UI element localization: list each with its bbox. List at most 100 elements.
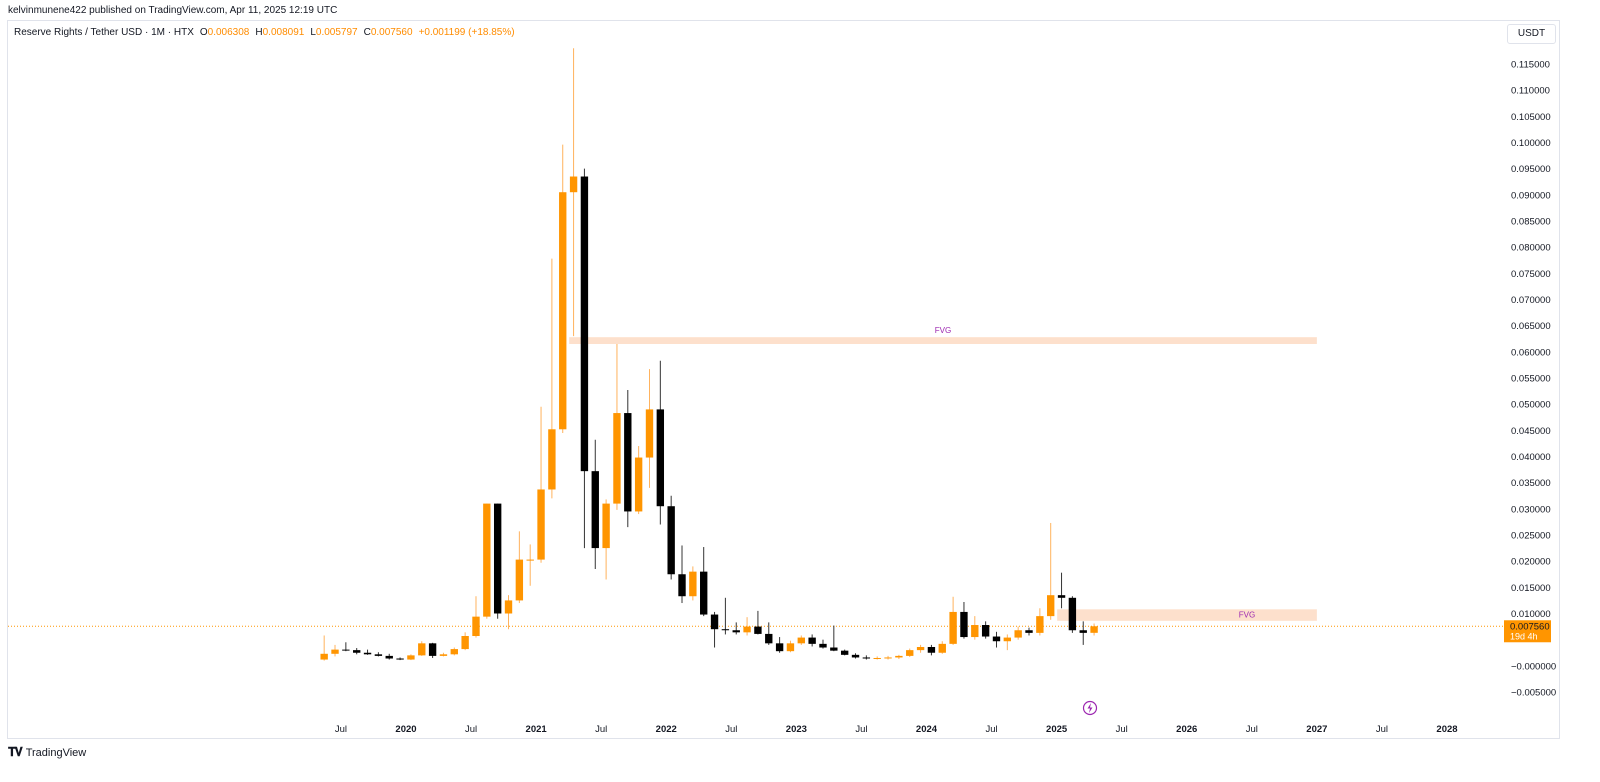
candle-body bbox=[862, 657, 871, 659]
candle-2022-01[interactable] bbox=[667, 495, 675, 580]
candle-body bbox=[916, 646, 925, 651]
candle-2020-02[interactable] bbox=[418, 641, 426, 656]
candle-2021-09[interactable] bbox=[624, 390, 632, 528]
change-value: +0.001199 (+18.85%) bbox=[418, 27, 515, 38]
candle-2025-03[interactable] bbox=[1079, 621, 1087, 645]
candle-2024-01[interactable] bbox=[927, 644, 936, 656]
candle-2023-04[interactable] bbox=[830, 625, 838, 652]
candle-2023-05[interactable] bbox=[840, 649, 849, 656]
candle-2019-09[interactable] bbox=[363, 649, 372, 655]
candle-2024-12[interactable] bbox=[1047, 522, 1055, 620]
candle-2023-07[interactable] bbox=[862, 655, 871, 660]
candle-2019-12[interactable] bbox=[396, 657, 404, 661]
candle-2024-08[interactable] bbox=[1003, 634, 1012, 651]
candle-2022-04[interactable] bbox=[700, 547, 708, 617]
candle-body bbox=[884, 657, 892, 659]
fvg-zone-2[interactable] bbox=[1057, 609, 1317, 621]
candle-2021-05[interactable] bbox=[580, 168, 589, 549]
candle-2024-06[interactable] bbox=[981, 621, 990, 639]
candle-2020-08[interactable] bbox=[483, 503, 491, 619]
candle-2020-10[interactable] bbox=[504, 595, 513, 630]
candle-2023-10[interactable] bbox=[895, 654, 903, 660]
candle-body bbox=[700, 571, 708, 615]
candle-2020-04[interactable] bbox=[439, 652, 448, 657]
candle-2019-10[interactable] bbox=[374, 652, 383, 657]
candle-2023-06[interactable] bbox=[851, 653, 860, 659]
candle-2025-04[interactable] bbox=[1090, 623, 1098, 636]
candle-body bbox=[363, 652, 372, 655]
candle-2020-07[interactable] bbox=[472, 596, 480, 638]
x-tick-label: 2027 bbox=[1306, 724, 1327, 735]
candle-2024-04[interactable] bbox=[960, 601, 968, 639]
candle-2020-12[interactable] bbox=[526, 544, 534, 586]
candle-2020-11[interactable] bbox=[515, 531, 524, 604]
candle-2024-02[interactable] bbox=[938, 641, 946, 654]
candle-body bbox=[580, 176, 589, 472]
candle-2023-12[interactable] bbox=[916, 644, 925, 653]
candle-2021-01[interactable] bbox=[537, 406, 545, 563]
fvg-zone-1[interactable] bbox=[569, 337, 1317, 344]
candle-2021-03[interactable] bbox=[559, 144, 567, 433]
candle-2023-08[interactable] bbox=[873, 656, 881, 660]
candle-2022-10[interactable] bbox=[765, 622, 773, 645]
candle-2021-02[interactable] bbox=[548, 258, 556, 499]
candle-2019-07[interactable] bbox=[342, 642, 350, 652]
candle-2022-05[interactable] bbox=[710, 611, 719, 648]
candle-body bbox=[927, 646, 936, 653]
candle-2021-12[interactable] bbox=[656, 360, 665, 525]
candle-2023-03[interactable] bbox=[819, 639, 827, 649]
candle-body bbox=[483, 503, 491, 617]
candle-2021-07[interactable] bbox=[602, 499, 610, 580]
candle-2024-11[interactable] bbox=[1036, 608, 1044, 636]
candle-2019-06[interactable] bbox=[331, 644, 339, 657]
candle-2019-08[interactable] bbox=[353, 648, 361, 655]
candle-2024-09[interactable] bbox=[1014, 626, 1022, 640]
candle-2023-01[interactable] bbox=[797, 635, 805, 645]
candle-2020-03[interactable] bbox=[428, 642, 437, 658]
candle-2023-09[interactable] bbox=[884, 655, 892, 660]
candle-2020-05[interactable] bbox=[450, 647, 458, 656]
y-tick-label: 0.035000 bbox=[1511, 478, 1551, 489]
candle-2019-11[interactable] bbox=[385, 653, 393, 660]
brand-name: TradingView bbox=[25, 746, 87, 759]
symbol-title[interactable]: Reserve Rights / Tether USD · 1M · HTX bbox=[14, 27, 194, 38]
candle-2025-02[interactable] bbox=[1068, 596, 1077, 633]
candle-2022-09[interactable] bbox=[754, 610, 762, 635]
candle-2023-02[interactable] bbox=[808, 634, 816, 647]
candle-2024-07[interactable] bbox=[992, 631, 1001, 648]
candle-2019-05[interactable] bbox=[320, 635, 328, 661]
bar-countdown: 19d 4h bbox=[1510, 631, 1538, 641]
candle-2024-03[interactable] bbox=[949, 596, 957, 645]
currency-unit-button[interactable]: USDT bbox=[1507, 24, 1556, 44]
candle-body bbox=[949, 611, 957, 644]
candle-2023-11[interactable] bbox=[906, 648, 914, 657]
candle-2022-06[interactable] bbox=[721, 597, 730, 635]
candle-body bbox=[743, 626, 751, 633]
candle-2020-06[interactable] bbox=[461, 632, 469, 651]
candle-2022-07[interactable] bbox=[732, 622, 740, 635]
x-tick-label: Jul bbox=[1376, 724, 1388, 735]
candle-2024-10[interactable] bbox=[1025, 627, 1033, 636]
candle-2021-08[interactable] bbox=[613, 343, 621, 510]
candle-body bbox=[1036, 616, 1044, 633]
candle-2024-05[interactable] bbox=[971, 616, 979, 640]
candle-2025-01[interactable] bbox=[1057, 572, 1066, 609]
candle-2022-03[interactable] bbox=[689, 566, 697, 601]
candle-2020-09[interactable] bbox=[493, 503, 502, 619]
candle-body bbox=[678, 574, 686, 597]
candle-body bbox=[851, 654, 860, 658]
candle-2021-11[interactable] bbox=[645, 369, 654, 488]
candle-2020-01[interactable] bbox=[407, 654, 415, 661]
candle-2021-04[interactable] bbox=[569, 48, 578, 337]
candle-2022-08[interactable] bbox=[743, 617, 751, 636]
candle-2021-06[interactable] bbox=[591, 439, 599, 570]
lightning-event-icon[interactable] bbox=[1082, 700, 1098, 716]
candle-body bbox=[895, 655, 903, 658]
candle-2022-11[interactable] bbox=[775, 637, 784, 653]
candle-body bbox=[331, 649, 339, 654]
candle-2022-02[interactable] bbox=[678, 545, 686, 604]
candle-2022-12[interactable] bbox=[786, 640, 795, 653]
candle-2021-10[interactable] bbox=[634, 446, 643, 515]
y-tick-label: −0.005000 bbox=[1511, 688, 1556, 699]
